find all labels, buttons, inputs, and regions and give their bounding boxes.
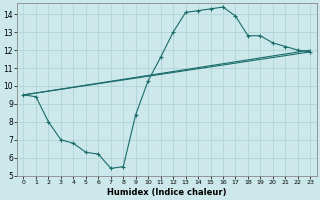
X-axis label: Humidex (Indice chaleur): Humidex (Indice chaleur): [107, 188, 227, 197]
